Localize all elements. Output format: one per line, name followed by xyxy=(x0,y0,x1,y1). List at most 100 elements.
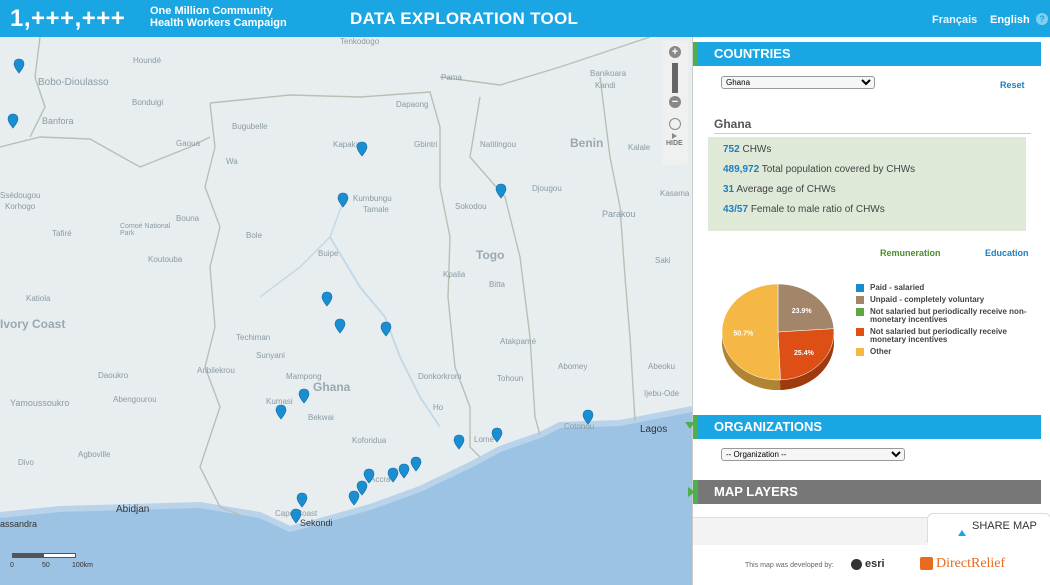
esri-logo[interactable]: esri xyxy=(865,558,885,570)
pie-slice[interactable] xyxy=(777,283,835,333)
stat-value: 752 xyxy=(723,144,740,155)
language-french-link[interactable]: Français xyxy=(932,14,978,26)
stat-label: Female to male ratio of CHWs xyxy=(750,204,885,215)
map-layers-header[interactable]: MAP LAYERS xyxy=(688,480,1041,504)
map-label-dapaong: Dapaong xyxy=(396,100,429,109)
zoom-in-button[interactable]: + xyxy=(669,46,681,58)
map-label-bole: Bole xyxy=(246,231,263,240)
share-bar xyxy=(693,517,927,545)
reset-link[interactable]: Reset xyxy=(1000,80,1025,90)
share-map-button[interactable]: SHARE MAP xyxy=(927,513,1050,543)
legend-label: Not salaried but periodically receive mo… xyxy=(870,327,1007,344)
map-label-yamoussoukro: Yamoussoukro xyxy=(10,398,70,408)
tab-remuneration[interactable]: Remuneration xyxy=(880,248,941,258)
organizations-header[interactable]: ORGANIZATIONS xyxy=(685,415,1041,439)
developed-by-text: This map was developed by: xyxy=(745,562,834,569)
togo-benin-border xyxy=(469,96,541,436)
map-label-cotonou: Cotonou xyxy=(564,422,595,431)
collapse-arrow-icon xyxy=(688,487,695,497)
pie-slice[interactable] xyxy=(721,283,781,381)
language-english-link[interactable]: English xyxy=(990,14,1030,26)
legend-swatch xyxy=(856,328,864,336)
country-name: Ghana xyxy=(714,117,752,131)
map-label-techiman: Techiman xyxy=(236,333,271,342)
organization-select[interactable]: -- Organization -- xyxy=(721,448,905,461)
share-arrow-icon xyxy=(958,530,966,536)
map-label-togo: Togo xyxy=(476,248,505,262)
pie-slice[interactable] xyxy=(777,328,835,381)
map-label-bekwai: Bekwai xyxy=(308,413,334,422)
map-label-natitingou: Natitingou xyxy=(480,140,517,149)
page-title: DATA EXPLORATION TOOL xyxy=(350,9,579,28)
campaign-name: One Million Community Health Workers Cam… xyxy=(150,5,287,29)
ocean-area xyxy=(0,409,692,585)
pie-data-label: 25.4% xyxy=(794,350,815,357)
stat-value: 31 xyxy=(723,184,735,195)
map-label-aribilekrou: Aribilekrou xyxy=(197,366,235,375)
map-label-hounde: Houndé xyxy=(133,56,162,65)
map-label-sassandra: assandra xyxy=(0,519,38,529)
countries-header[interactable]: COUNTRIES xyxy=(698,42,1041,66)
map-label-tenkodogo: Tenkodogo xyxy=(340,37,380,46)
map-canvas[interactable]: Tenkodogo Bobo-Dioulasso Houndé Banfora … xyxy=(0,37,692,585)
countries-accent xyxy=(693,42,698,66)
map-label-cape-coast: Cape Coast xyxy=(275,509,318,518)
legend-item: Paid - salaried xyxy=(856,284,1036,292)
map-label-daoukro: Daoukro xyxy=(98,371,129,380)
north-border xyxy=(439,37,651,86)
map-label-sunyani: Sunyani xyxy=(256,351,285,360)
campaign-logo[interactable]: 1,+++,+++ xyxy=(10,5,126,32)
stat-chws: 752 CHWs xyxy=(723,144,1026,164)
volta-river xyxy=(329,236,441,428)
top-bar: 1,+++,+++ One Million Community Health W… xyxy=(0,0,1050,37)
map-label-koforidua: Koforidua xyxy=(352,436,387,445)
map-label-bonduigi: Bonduigi xyxy=(132,98,164,107)
hide-arrow-icon[interactable] xyxy=(672,133,677,139)
direct-relief-logo[interactable]: DirectRelief xyxy=(936,556,1006,571)
hide-button[interactable]: HIDE xyxy=(666,140,683,147)
campaign-line-2: Health Workers Campaign xyxy=(150,17,287,29)
tab-education[interactable]: Education xyxy=(985,248,1029,258)
map-layers-heading: MAP LAYERS xyxy=(714,484,798,499)
map-label-kumbungu: Kumbungu xyxy=(353,194,392,203)
legend-label: Other xyxy=(870,347,892,356)
legend-item: Unpaid - completely voluntary xyxy=(856,296,1036,304)
pie-data-label: 50.7% xyxy=(733,331,754,338)
map-label-bugubelle: Bugubelle xyxy=(232,122,268,131)
map-label-tohoun: Tohoun xyxy=(497,374,524,383)
map-label-djougou: Djougou xyxy=(532,184,562,193)
map-label-ivory-coast: Ivory Coast xyxy=(0,317,66,331)
zoom-slider[interactable] xyxy=(672,63,678,93)
map-label-banikoara: Banikoara xyxy=(590,69,627,78)
country-select[interactable]: Ghana xyxy=(721,76,875,89)
countries-heading: COUNTRIES xyxy=(714,46,791,61)
map-label-comoe-park: Comoé National Park xyxy=(120,223,171,237)
scale-label-mid: 50 xyxy=(42,562,50,569)
stat-value: 489,972 xyxy=(723,164,760,175)
remuneration-pie-chart: 23.9% 25.4% 50.7% xyxy=(721,283,835,390)
stat-label: Average age of CHWs xyxy=(736,184,836,195)
legend-item: Not salaried but periodically receive no… xyxy=(856,308,1036,324)
coastline xyxy=(0,406,692,533)
stat-label: CHWs xyxy=(742,144,772,155)
map-label-mampong: Mampong xyxy=(286,372,322,381)
help-icon[interactable]: ? xyxy=(1036,13,1048,25)
map-label-accra: Accra xyxy=(370,475,391,484)
scale-bar xyxy=(12,553,76,558)
map-label-bouna: Bouna xyxy=(176,214,200,223)
map-label-parakou: Parakou xyxy=(602,209,636,219)
globe-icon[interactable] xyxy=(669,118,681,130)
benin-nigeria-border xyxy=(599,76,636,422)
map-label-ghana: Ghana xyxy=(313,380,351,394)
map-graphic xyxy=(0,37,692,585)
scale-label-end: 100km xyxy=(72,562,94,569)
zoom-out-button[interactable]: − xyxy=(669,96,681,108)
map-label-wa: Wa xyxy=(226,157,238,166)
legend-label: Unpaid - completely voluntary xyxy=(870,295,985,304)
map-label-sessedougou: Ssédougou xyxy=(0,191,41,200)
side-panel: COUNTRIES Ghana Reset Ghana 752 CHWs 489… xyxy=(685,37,1050,585)
west-border xyxy=(29,37,46,138)
map-label-ho: Ho xyxy=(433,403,444,412)
legend-label: Paid - salaried xyxy=(870,283,925,292)
map-label-buipe: Buipe xyxy=(318,249,339,258)
